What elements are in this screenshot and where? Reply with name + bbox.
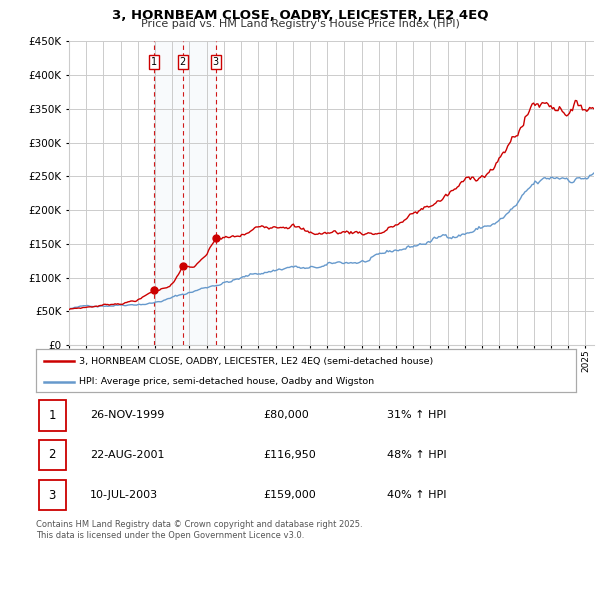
FancyBboxPatch shape <box>39 480 66 510</box>
Text: 26-NOV-1999: 26-NOV-1999 <box>90 411 164 420</box>
Text: £80,000: £80,000 <box>263 411 308 420</box>
Text: 2: 2 <box>49 448 56 461</box>
Text: 22-AUG-2001: 22-AUG-2001 <box>90 450 164 460</box>
Text: 3, HORNBEAM CLOSE, OADBY, LEICESTER, LE2 4EQ (semi-detached house): 3, HORNBEAM CLOSE, OADBY, LEICESTER, LE2… <box>79 357 433 366</box>
Point <box>149 286 158 295</box>
FancyBboxPatch shape <box>39 400 66 431</box>
Point <box>178 261 187 271</box>
Text: Contains HM Land Registry data © Crown copyright and database right 2025.
This d: Contains HM Land Registry data © Crown c… <box>36 520 362 540</box>
Text: 48% ↑ HPI: 48% ↑ HPI <box>387 450 446 460</box>
Text: 40% ↑ HPI: 40% ↑ HPI <box>387 490 446 500</box>
Text: 3: 3 <box>49 489 56 502</box>
Text: 31% ↑ HPI: 31% ↑ HPI <box>387 411 446 420</box>
Bar <box>154 41 216 345</box>
Text: 2: 2 <box>179 57 186 67</box>
Point <box>211 233 221 242</box>
Text: £159,000: £159,000 <box>263 490 316 500</box>
Text: 3: 3 <box>212 57 219 67</box>
Text: Price paid vs. HM Land Registry's House Price Index (HPI): Price paid vs. HM Land Registry's House … <box>140 19 460 29</box>
FancyBboxPatch shape <box>39 440 66 470</box>
Text: HPI: Average price, semi-detached house, Oadby and Wigston: HPI: Average price, semi-detached house,… <box>79 377 374 386</box>
Text: 3, HORNBEAM CLOSE, OADBY, LEICESTER, LE2 4EQ: 3, HORNBEAM CLOSE, OADBY, LEICESTER, LE2… <box>112 9 488 22</box>
Text: £116,950: £116,950 <box>263 450 316 460</box>
Text: 1: 1 <box>49 409 56 422</box>
Text: 10-JUL-2003: 10-JUL-2003 <box>90 490 158 500</box>
Text: 1: 1 <box>151 57 157 67</box>
